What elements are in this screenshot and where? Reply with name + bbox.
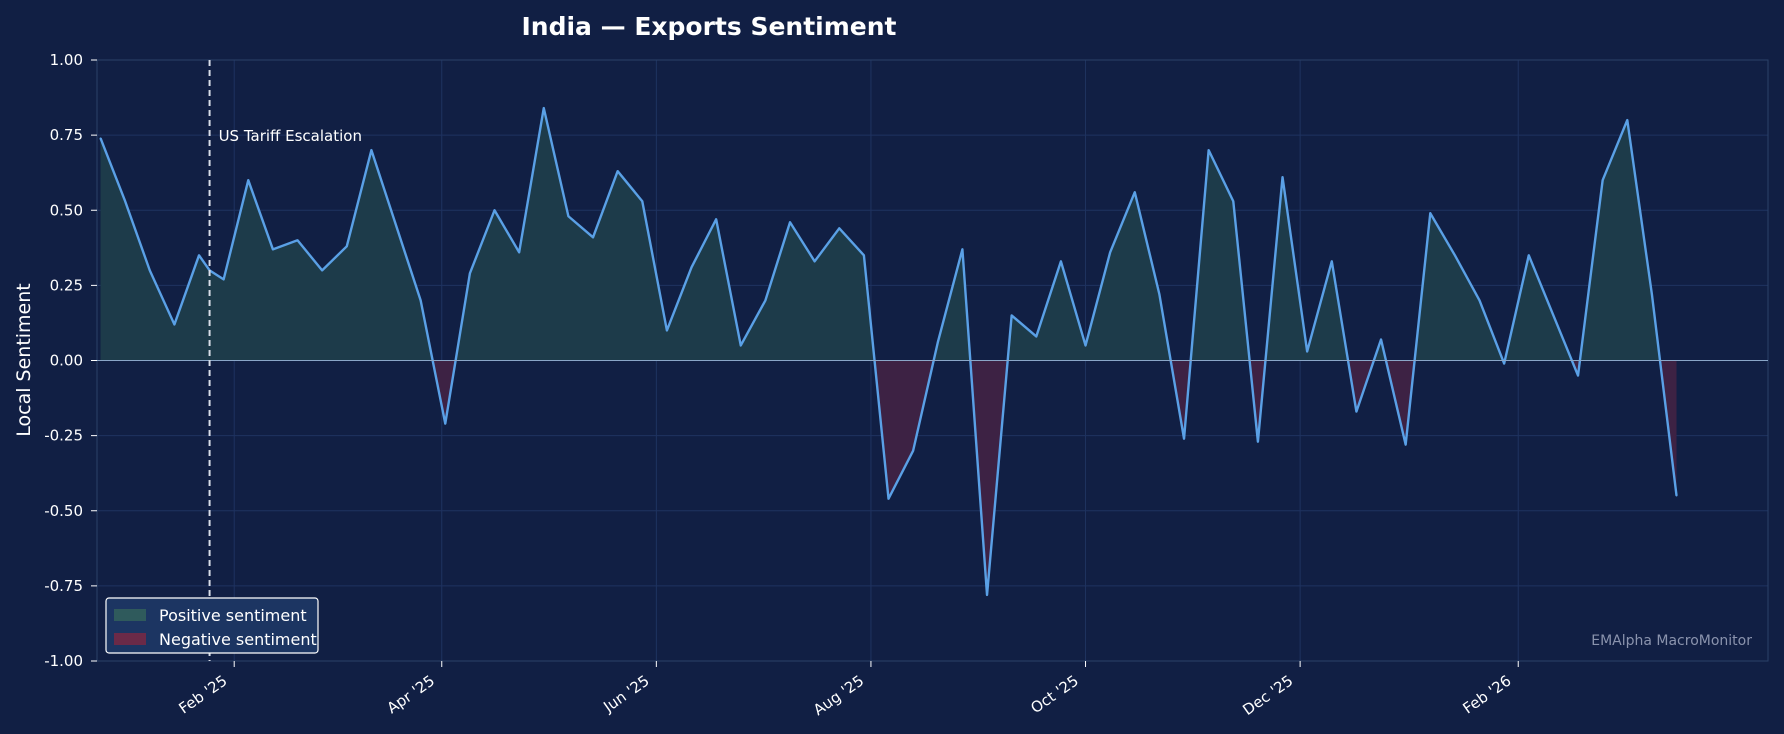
data-point bbox=[641, 200, 644, 203]
data-point bbox=[1035, 335, 1038, 338]
data-point bbox=[493, 209, 496, 212]
legend-label: Positive sentiment bbox=[159, 606, 307, 625]
data-point bbox=[1281, 176, 1284, 178]
data-point bbox=[789, 221, 791, 224]
data-point bbox=[296, 239, 299, 242]
y-tick-label: -0.75 bbox=[44, 577, 83, 595]
data-point bbox=[813, 260, 816, 263]
data-point bbox=[912, 449, 914, 452]
data-point bbox=[986, 594, 988, 596]
data-point bbox=[715, 218, 717, 221]
y-tick-label: 0.50 bbox=[50, 201, 83, 219]
data-point bbox=[542, 107, 545, 109]
annotation-layer: US Tariff Escalation bbox=[208, 60, 362, 661]
data-point bbox=[1306, 350, 1308, 353]
positive-sentiment-area bbox=[100, 108, 1677, 361]
y-tick-label: -0.25 bbox=[44, 427, 83, 445]
data-point bbox=[518, 251, 520, 254]
data-point bbox=[1232, 200, 1235, 203]
data-point bbox=[690, 266, 693, 269]
data-point bbox=[1675, 494, 1678, 497]
data-point bbox=[370, 149, 373, 151]
data-point bbox=[173, 323, 176, 326]
data-point bbox=[1060, 260, 1062, 263]
data-point bbox=[863, 254, 865, 257]
data-point bbox=[666, 329, 668, 332]
line-layer bbox=[99, 106, 1678, 597]
data-point bbox=[1380, 338, 1382, 341]
data-point bbox=[99, 137, 102, 139]
data-point bbox=[838, 227, 841, 230]
data-point bbox=[444, 422, 447, 425]
data-point bbox=[1404, 443, 1407, 446]
legend-box bbox=[105, 597, 319, 654]
data-point bbox=[739, 344, 742, 347]
y-tick-label: -0.50 bbox=[44, 502, 83, 520]
data-point bbox=[567, 215, 570, 218]
data-point bbox=[1651, 293, 1653, 296]
data-point bbox=[1429, 212, 1432, 215]
data-point bbox=[1207, 149, 1210, 151]
data-point bbox=[1183, 437, 1185, 440]
data-point bbox=[936, 341, 939, 344]
legend-swatch bbox=[114, 609, 146, 621]
data-point bbox=[1454, 254, 1456, 257]
data-point bbox=[321, 269, 323, 272]
data-point bbox=[469, 272, 471, 275]
data-point bbox=[419, 299, 422, 302]
data-point bbox=[1133, 191, 1136, 194]
data-point bbox=[961, 248, 964, 251]
chart-title: India — Exports Sentiment bbox=[521, 12, 896, 41]
data-point bbox=[1084, 344, 1087, 347]
y-tick-label: -1.00 bbox=[44, 652, 83, 670]
data-point bbox=[222, 278, 225, 281]
sentiment-line bbox=[99, 106, 1678, 597]
data-point bbox=[592, 236, 594, 239]
y-tick-label: 1.00 bbox=[50, 51, 83, 69]
data-point bbox=[247, 179, 250, 181]
legend-label: Negative sentiment bbox=[159, 630, 317, 649]
data-point bbox=[1478, 299, 1481, 302]
data-point bbox=[1577, 374, 1579, 377]
y-tick-label: 0.25 bbox=[50, 276, 83, 294]
data-point bbox=[1527, 254, 1530, 257]
y-tick-label: 0.00 bbox=[50, 352, 83, 370]
data-point bbox=[1355, 410, 1358, 413]
y-tick-label: 0.75 bbox=[50, 126, 83, 144]
y-axis-label: Local Sentiment bbox=[13, 283, 35, 437]
data-point bbox=[1626, 119, 1629, 121]
legend: Positive sentiment Negative sentiment bbox=[105, 597, 319, 654]
data-point bbox=[1601, 179, 1604, 181]
event-label: US Tariff Escalation bbox=[219, 127, 362, 145]
data-point bbox=[1010, 314, 1013, 317]
data-point bbox=[1158, 293, 1161, 296]
data-point bbox=[764, 299, 767, 302]
area-layer bbox=[100, 108, 1677, 595]
data-point bbox=[887, 497, 890, 500]
data-point bbox=[1503, 362, 1505, 365]
data-point bbox=[1109, 251, 1111, 254]
data-point bbox=[198, 254, 200, 257]
watermark: EMAlpha MacroMonitor bbox=[1591, 633, 1752, 649]
legend-swatch bbox=[114, 633, 146, 645]
data-point bbox=[616, 170, 619, 172]
data-point bbox=[1552, 314, 1555, 317]
data-point bbox=[1330, 260, 1333, 263]
negative-sentiment-area bbox=[100, 360, 1677, 595]
data-point bbox=[345, 245, 348, 248]
data-point bbox=[395, 224, 397, 227]
data-point bbox=[1257, 440, 1259, 443]
data-point bbox=[124, 200, 126, 203]
data-point bbox=[148, 269, 151, 272]
data-point bbox=[272, 248, 274, 251]
